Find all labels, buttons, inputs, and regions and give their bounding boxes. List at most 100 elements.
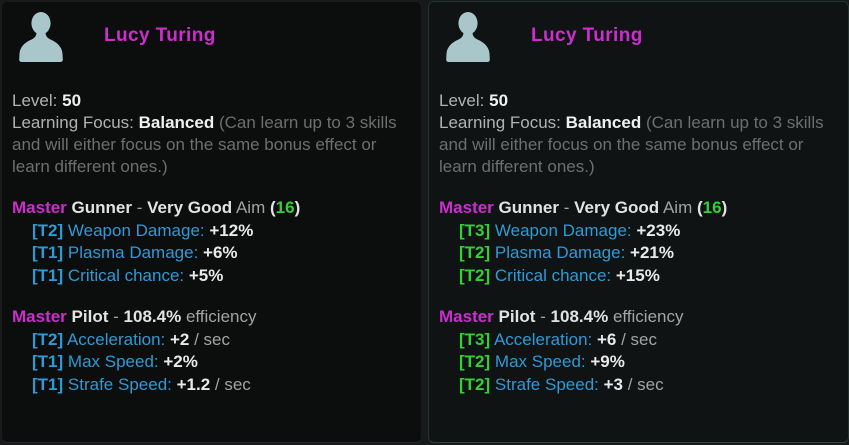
skill-name: Max Speed:: [494, 352, 586, 371]
skill-suffix: / sec: [194, 329, 231, 349]
efficiency-value: 108.4%: [550, 307, 609, 326]
skill-value: +2: [169, 329, 190, 349]
crew-header: Lucy Turing: [12, 5, 413, 67]
tier-badge: [T2]: [459, 265, 491, 285]
tier-badge: [T2]: [32, 329, 64, 349]
skill-row: [T2] Plasma Damage: +21%: [439, 242, 840, 265]
skill-row: [T1] Plasma Damage: +6%: [12, 242, 413, 265]
skill-row: [T1] Strafe Speed: +1.2 / sec: [12, 374, 413, 397]
tier-badge: [T1]: [32, 243, 64, 262]
focus-label: Learning Focus:: [439, 113, 561, 132]
skill-value: +6: [596, 329, 617, 349]
rank-label: Master: [12, 198, 67, 217]
paren-open: (: [696, 198, 703, 217]
skill-name: Critical chance:: [67, 265, 185, 285]
tier-badge: [T1]: [32, 352, 64, 371]
skill-row: [T2] Critical chance: +15%: [439, 265, 840, 288]
skill-row: [T1] Max Speed: +2%: [12, 351, 413, 374]
section-title: Pilot: [71, 307, 109, 326]
skill-section-pilot: Master Pilot - 108.4% efficiency [T3] Ac…: [439, 306, 840, 396]
skill-section-gunner: Master Gunner - Very Good Aim (16) [T2] …: [12, 197, 413, 287]
section-title: Gunner: [71, 198, 132, 217]
tier-badge: [T3]: [459, 329, 491, 349]
efficiency-value: 108.4%: [123, 307, 182, 326]
skill-row: [T3] Weapon Damage: +23%: [439, 220, 840, 243]
paren-close: ): [721, 198, 728, 217]
skill-name: Plasma Damage:: [67, 243, 199, 262]
skill-value: +15%: [615, 265, 660, 285]
skill-row: [T2] Max Speed: +9%: [439, 351, 840, 374]
dash-separator: -: [563, 198, 570, 217]
skill-row: [T1] Critical chance: +5%: [12, 265, 413, 288]
learning-focus-row: Learning Focus: Balanced (Can learn up t…: [12, 112, 413, 178]
section-title: Gunner: [498, 198, 559, 217]
level-row: Level: 50: [439, 90, 840, 112]
crew-info: Level: 50 Learning Focus: Balanced (Can …: [12, 90, 413, 178]
learning-focus-row: Learning Focus: Balanced (Can learn up t…: [439, 112, 840, 178]
quality-suffix: Aim: [235, 198, 266, 217]
crew-info: Level: 50 Learning Focus: Balanced (Can …: [439, 90, 840, 178]
skill-suffix: / sec: [627, 374, 664, 394]
tier-badge: [T2]: [459, 243, 491, 262]
skill-value: +2%: [163, 352, 198, 371]
crew-name: Lucy Turing: [104, 25, 216, 46]
focus-value: Balanced: [565, 113, 642, 132]
section-header: Master Gunner - Very Good Aim (16): [439, 197, 840, 220]
dash-separator: -: [540, 307, 546, 326]
quality-label: Very Good: [574, 198, 660, 217]
skill-name: Critical chance:: [494, 265, 612, 285]
level-value: 50: [62, 91, 82, 110]
efficiency-suffix: efficiency: [185, 307, 257, 326]
skill-suffix: / sec: [214, 374, 251, 394]
quality-suffix: Aim: [662, 198, 693, 217]
skill-value: +1.2: [176, 374, 211, 394]
skill-name: Weapon Damage:: [67, 220, 205, 240]
level-value: 50: [489, 91, 509, 110]
section-header: Master Gunner - Very Good Aim (16): [12, 197, 413, 220]
skill-section-gunner: Master Gunner - Very Good Aim (16) [T3] …: [439, 197, 840, 287]
dash-separator: -: [113, 307, 119, 326]
quality-label: Very Good: [147, 198, 233, 217]
skill-name: Acceleration:: [66, 329, 166, 349]
skill-row: [T2] Strafe Speed: +3 / sec: [439, 374, 840, 397]
tier-badge: [T1]: [32, 374, 64, 394]
focus-note: (Can learn up to 3 skills and will eithe…: [12, 113, 397, 176]
crew-panel-preview: Lucy Turing Level: 50 Learning Focus: Ba…: [428, 1, 849, 443]
skill-row: [T2] Acceleration: +2 / sec: [12, 329, 413, 352]
tier-badge: [T2]: [459, 374, 491, 394]
skill-name: Strafe Speed:: [67, 374, 172, 394]
person-silhouette-icon: [443, 8, 493, 66]
skill-suffix: / sec: [621, 329, 658, 349]
tier-badge: [T3]: [459, 220, 491, 240]
tier-badge: [T1]: [32, 265, 64, 285]
rank-label: Master: [439, 307, 494, 326]
efficiency-suffix: efficiency: [612, 307, 684, 326]
tier-badge: [T2]: [32, 220, 64, 240]
skill-value: +21%: [630, 243, 674, 262]
section-header: Master Pilot - 108.4% efficiency: [439, 306, 840, 329]
section-title: Pilot: [498, 307, 536, 326]
skill-row: [T3] Acceleration: +6 / sec: [439, 329, 840, 352]
level-label: Level:: [12, 91, 58, 110]
level-label: Level:: [439, 91, 485, 110]
skill-value: +5%: [188, 265, 224, 285]
rating-value: 16: [702, 198, 722, 217]
skill-value: +23%: [636, 220, 681, 240]
focus-value: Balanced: [138, 113, 215, 132]
skill-row: [T2] Weapon Damage: +12%: [12, 220, 413, 243]
person-silhouette-icon: [16, 8, 66, 66]
rank-label: Master: [439, 198, 494, 217]
skill-name: Max Speed:: [67, 352, 159, 371]
focus-note: (Can learn up to 3 skills and will eithe…: [439, 113, 824, 176]
paren-open: (: [269, 198, 276, 217]
skill-section-pilot: Master Pilot - 108.4% efficiency [T2] Ac…: [12, 306, 413, 396]
paren-close: ): [294, 198, 301, 217]
level-row: Level: 50: [12, 90, 413, 112]
crew-panel-current: Lucy Turing Level: 50 Learning Focus: Ba…: [1, 1, 422, 443]
skill-name: Acceleration:: [493, 329, 593, 349]
skill-value: +3: [603, 374, 623, 394]
rank-label: Master: [12, 307, 67, 326]
dash-separator: -: [136, 198, 143, 217]
skill-name: Weapon Damage:: [494, 220, 632, 240]
